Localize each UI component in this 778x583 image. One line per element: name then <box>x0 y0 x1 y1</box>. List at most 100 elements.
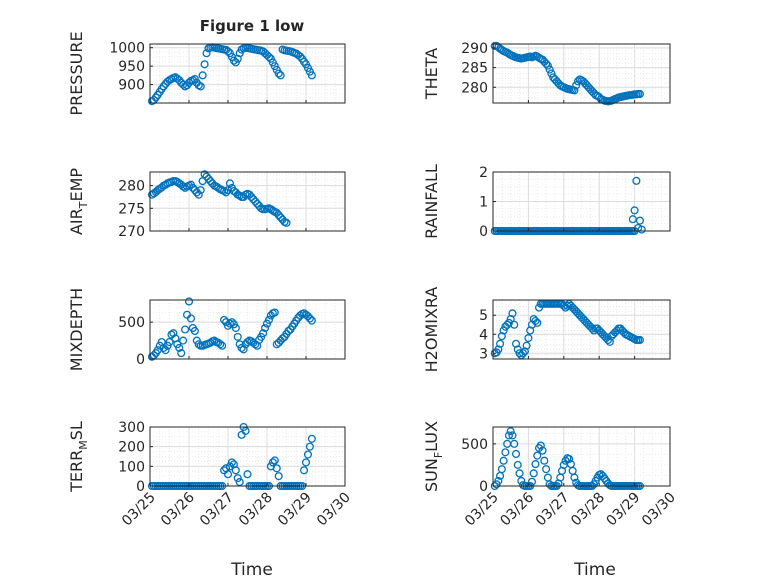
data-point <box>573 77 583 86</box>
data-point <box>515 349 524 358</box>
y-tick-label: 285 <box>461 61 488 77</box>
y-axis-label: TERRMSL <box>67 421 90 493</box>
data-point <box>235 191 244 200</box>
data-point <box>222 188 231 197</box>
data-point <box>296 311 305 320</box>
data-point <box>188 183 197 192</box>
data-point <box>169 329 178 338</box>
data-point <box>190 186 199 195</box>
data-point <box>307 434 316 443</box>
data-point <box>563 301 572 310</box>
data-point <box>251 197 260 206</box>
data-point <box>259 329 268 338</box>
axes-box <box>492 299 671 360</box>
data-point <box>536 441 545 450</box>
y-tick-label: 0 <box>136 479 145 495</box>
y-tick-label: 1000 <box>109 41 145 57</box>
data-point <box>274 472 283 481</box>
data-point <box>210 336 219 345</box>
y-axis-label: SUNFLUX <box>422 421 445 492</box>
data-point <box>501 448 510 457</box>
data-point <box>305 314 314 323</box>
data-point <box>216 340 225 349</box>
y-axis-label: PRESSURE <box>67 31 86 115</box>
data-point <box>494 476 503 485</box>
data-point <box>223 47 233 56</box>
data-point <box>635 89 644 99</box>
axes-box <box>492 426 671 487</box>
data-point <box>233 474 242 483</box>
data-point <box>231 466 240 475</box>
data-point <box>531 460 540 469</box>
data-point <box>570 473 579 482</box>
data-point <box>192 188 201 197</box>
y-tick-label: 4 <box>479 327 488 343</box>
data-point <box>274 69 283 78</box>
data-point <box>243 337 252 347</box>
data-point <box>161 346 170 355</box>
y-tick-label: 100 <box>118 459 145 475</box>
data-point <box>268 458 277 467</box>
data-point <box>504 431 513 440</box>
y-tick-label: 500 <box>461 437 488 453</box>
data-point <box>565 454 574 464</box>
data-point <box>202 49 211 58</box>
data-point <box>264 315 274 324</box>
data-point <box>272 464 281 473</box>
axes-box <box>149 299 346 360</box>
data-point <box>272 208 281 217</box>
data-point <box>218 341 227 350</box>
data-point <box>276 71 285 80</box>
data-point <box>504 318 513 327</box>
y-axis-label: H2OMIXRA <box>422 287 441 373</box>
y-axis-label: AIRTEMP <box>67 168 90 235</box>
data-point <box>305 442 314 451</box>
data-point <box>184 297 194 306</box>
data-point <box>497 465 506 474</box>
data-point <box>220 187 229 196</box>
data-point <box>307 71 316 80</box>
data-point <box>249 195 258 204</box>
data-point <box>231 323 240 333</box>
data-point <box>545 65 554 74</box>
data-point <box>630 206 639 215</box>
data-point <box>229 56 238 65</box>
data-point <box>635 335 644 345</box>
data-point <box>531 316 540 325</box>
figure-title: Figure 1 low <box>200 17 305 35</box>
data-point <box>235 478 244 487</box>
data-point <box>510 439 519 448</box>
data-point <box>194 340 203 349</box>
xlabel-right: Time <box>573 560 616 580</box>
data-point <box>247 192 256 202</box>
axes-box <box>149 171 346 232</box>
data-point <box>570 86 579 95</box>
data-point <box>515 469 524 478</box>
data-point <box>301 458 311 467</box>
y-tick-label: 0 <box>479 224 488 240</box>
data-point <box>513 345 522 354</box>
y-axis-label: RAINFALL <box>422 164 441 239</box>
y-tick-label: 5 <box>479 308 488 324</box>
y-tick-label: 0 <box>479 479 488 495</box>
data-point <box>225 319 235 328</box>
data-points <box>490 299 644 360</box>
y-tick-label: 950 <box>118 59 145 75</box>
data-point <box>538 446 547 455</box>
y-tick-label: 900 <box>118 78 145 94</box>
data-point <box>513 460 522 469</box>
data-point <box>206 338 215 347</box>
data-point <box>198 71 207 80</box>
y-tick-label: 280 <box>461 80 488 96</box>
data-point <box>159 343 168 352</box>
data-point <box>177 349 186 358</box>
data-point <box>299 466 309 475</box>
data-point <box>233 332 242 341</box>
data-points <box>147 170 291 227</box>
y-tick-label: 270 <box>118 224 145 240</box>
grid <box>149 426 346 487</box>
y-tick-label: 2 <box>479 165 488 181</box>
data-point <box>227 458 236 467</box>
data-point <box>540 456 549 465</box>
axes-box <box>149 426 346 487</box>
